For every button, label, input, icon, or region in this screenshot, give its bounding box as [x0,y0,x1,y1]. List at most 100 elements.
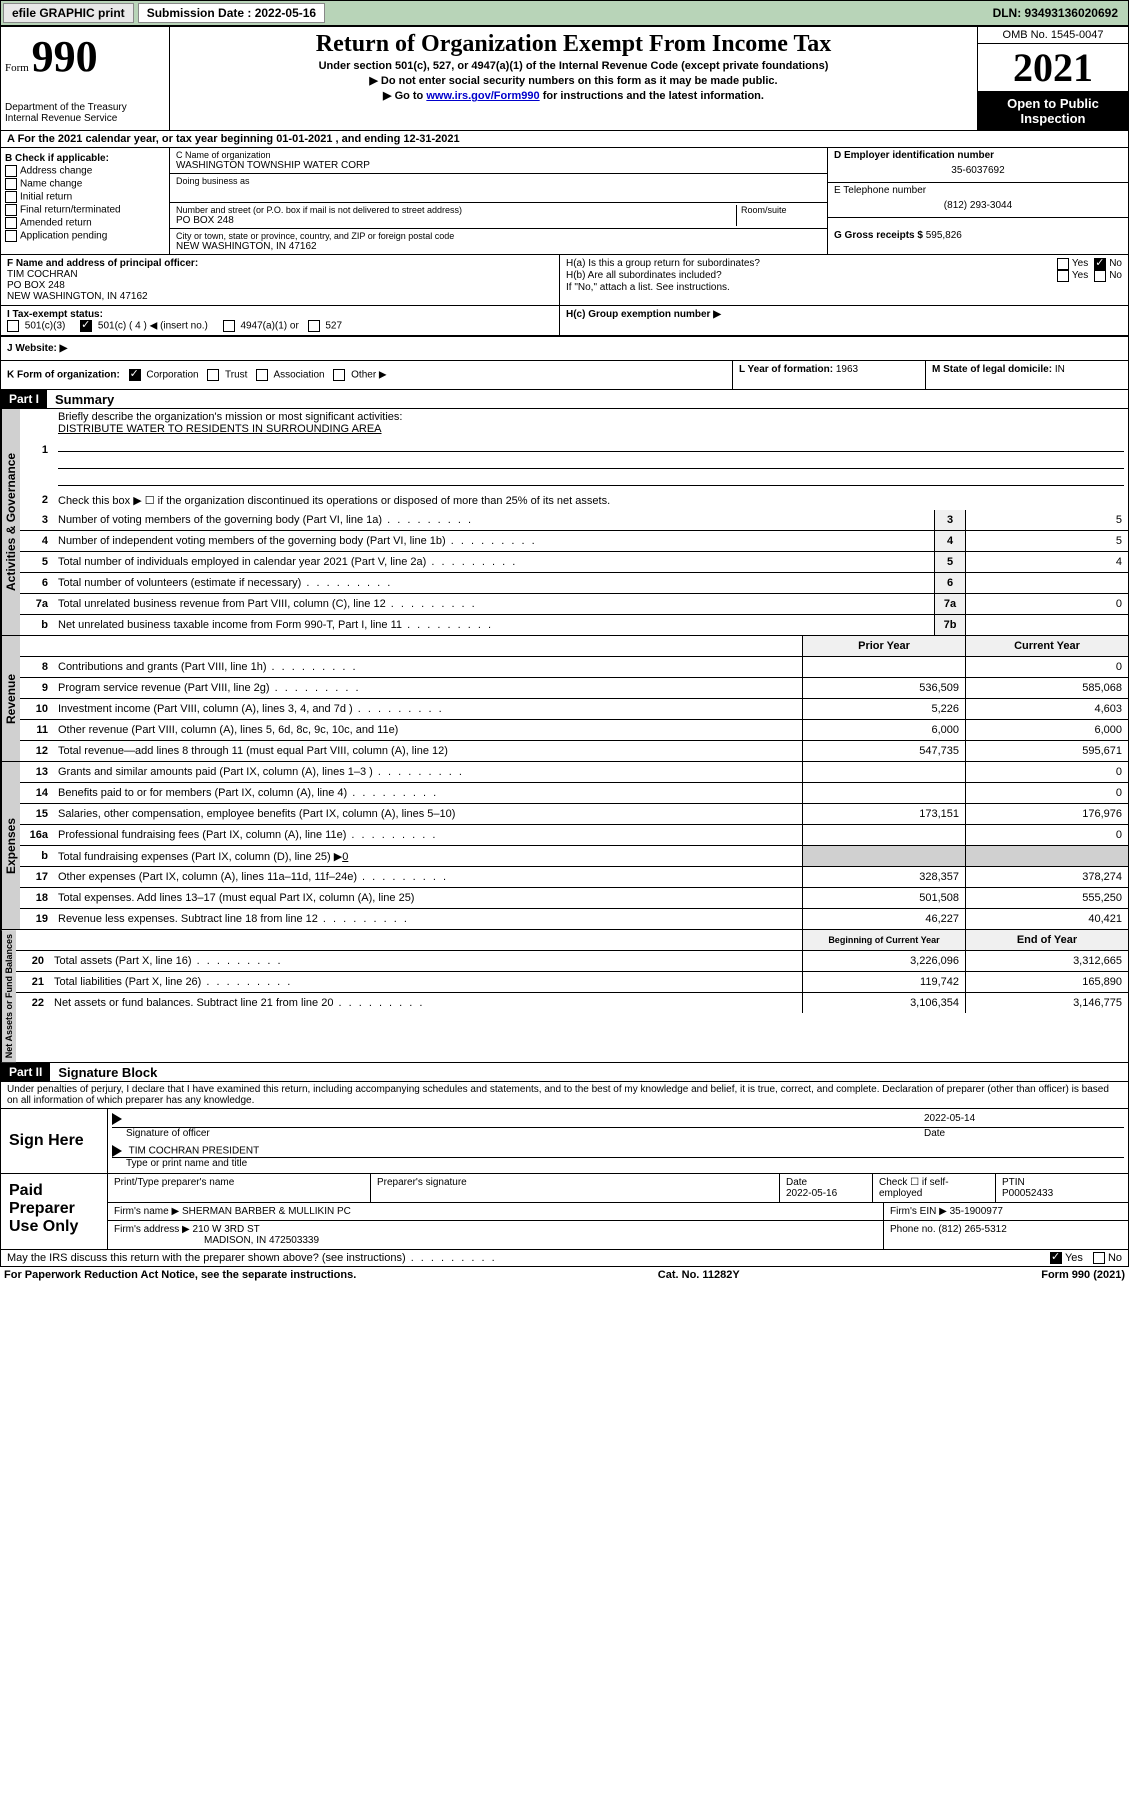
period-row: A For the 2021 calendar year, or tax yea… [0,131,1129,148]
col-b: B Check if applicable: Address change Na… [1,148,170,254]
b-amended: Amended return [20,218,92,229]
line7b: Net unrelated business taxable income fr… [54,617,934,633]
may-irs-yes[interactable] [1050,1252,1062,1264]
line18: Total expenses. Add lines 13–17 (must eq… [54,890,802,906]
vtab-governance: Activities & Governance [1,409,20,635]
arrow-icon-2 [112,1145,122,1157]
k-corp: Corporation [146,370,198,381]
sub3-pre: ▶ Go to [383,90,426,102]
v7a: 0 [965,594,1128,614]
prior-year-head: Prior Year [802,636,965,656]
chk-501c[interactable] [80,320,92,332]
chk-501c3[interactable] [7,320,19,332]
officer-printed-name: TIM COCHRAN PRESIDENT [129,1146,260,1157]
chk-other[interactable] [333,369,345,381]
line1: Briefly describe the organization's miss… [54,409,1128,490]
sig-officer-label: Signature of officer [112,1128,924,1139]
p8 [802,657,965,677]
line21: Total liabilities (Part X, line 26) [50,974,802,990]
chk-initial[interactable] [5,191,17,203]
h-block: H(a) Is this a group return for subordin… [560,255,1128,305]
ha-yes[interactable] [1057,258,1069,270]
part1-header: Part I [1,390,47,408]
may-yes-label: Yes [1065,1252,1083,1264]
chk-name[interactable] [5,178,17,190]
submission-date: Submission Date : 2022-05-16 [138,3,325,23]
chk-527[interactable] [308,320,320,332]
b-initial: Initial return [20,192,72,203]
chk-4947[interactable] [223,320,235,332]
date-label: Date [924,1128,1124,1139]
org-city: NEW WASHINGTON, IN 47162 [176,241,821,252]
j-label: J Website: ▶ [1,337,559,360]
c-room-label: Room/suite [741,205,821,215]
hb-yes[interactable] [1057,270,1069,282]
row-fh: F Name and address of principal officer:… [0,255,1129,306]
form990-link[interactable]: www.irs.gov/Form990 [426,90,539,102]
f-block: F Name and address of principal officer:… [1,255,560,305]
revenue-table: Revenue Prior YearCurrent Year 8Contribu… [0,636,1129,762]
form-label: Form [5,62,29,74]
line3: Number of voting members of the governin… [54,512,934,528]
b-label: B Check if applicable: [5,153,165,164]
c13: 0 [965,762,1128,782]
c-name-block: C Name of organization WASHINGTON TOWNSH… [170,148,827,174]
c14: 0 [965,783,1128,803]
prep-date-label: Date [786,1177,866,1188]
l-label: L Year of formation: [739,364,836,375]
c-street-label: Number and street (or P.O. box if mail i… [176,205,736,215]
chk-trust[interactable] [207,369,219,381]
phone-label: Phone no. [890,1224,938,1235]
sig-date: 2022-05-14 [924,1113,1124,1125]
row-j: J Website: ▶ [0,337,1129,361]
mission: DISTRIBUTE WATER TO RESIDENTS IN SURROUN… [58,423,382,435]
ha-no[interactable] [1094,258,1106,270]
may-no-label: No [1108,1252,1122,1264]
footer-left: For Paperwork Reduction Act Notice, see … [4,1269,356,1281]
k-other: Other ▶ [351,370,386,381]
c19: 40,421 [965,909,1128,929]
line20: Total assets (Part X, line 16) [50,953,802,969]
paid-preparer-label: Paid Preparer Use Only [1,1174,108,1249]
p20: 3,226,096 [802,951,965,971]
line8: Contributions and grants (Part VIII, lin… [54,659,802,675]
k-label: K Form of organization: [7,370,120,381]
chk-address[interactable] [5,165,17,177]
tax-year: 2021 [978,44,1128,92]
type-name-label: Type or print name and title [112,1158,1124,1169]
subtitle-2: ▶ Do not enter social security numbers o… [178,74,969,87]
line22: Net assets or fund balances. Subtract li… [50,995,802,1011]
p16a [802,825,965,845]
c-street-block: Number and street (or P.O. box if mail i… [170,203,827,229]
line11: Other revenue (Part VIII, column (A), li… [54,722,802,738]
declaration: Under penalties of perjury, I declare th… [0,1082,1129,1109]
chk-amended[interactable] [5,217,17,229]
prep-date: 2022-05-16 [786,1188,866,1199]
part1-title: Summary [47,392,114,407]
chk-assoc[interactable] [256,369,268,381]
c20: 3,312,665 [965,951,1128,971]
efile-button[interactable]: efile GRAPHIC print [3,3,134,23]
sign-here-label: Sign Here [1,1109,108,1173]
k-trust: Trust [225,370,247,381]
hb-no[interactable] [1094,270,1106,282]
ptin-label: PTIN [1002,1177,1122,1188]
part2-header-row: Part II Signature Block [0,1063,1129,1082]
check-self-employed: Check ☐ if self-employed [873,1174,996,1202]
i-4947: 4947(a)(1) or [240,321,298,332]
hc-block: H(c) Group exemption number ▶ [560,306,1128,336]
c-name-label: C Name of organization [176,150,821,160]
may-irs-no[interactable] [1093,1252,1105,1264]
chk-corp[interactable] [129,369,141,381]
c10: 4,603 [965,699,1128,719]
header-left: Form 990 Department of the Treasury Inte… [1,27,170,130]
line15: Salaries, other compensation, employee b… [54,806,802,822]
officer-city: NEW WASHINGTON, IN 47162 [7,291,553,302]
hb-yes-label: Yes [1072,270,1088,282]
gross-label: G Gross receipts $ [834,230,926,241]
l-block: L Year of formation: 1963 [733,361,926,389]
chk-app[interactable] [5,230,17,242]
omb-number: OMB No. 1545-0047 [978,27,1128,44]
chk-final[interactable] [5,204,17,216]
f-label: F Name and address of principal officer: [7,258,553,269]
